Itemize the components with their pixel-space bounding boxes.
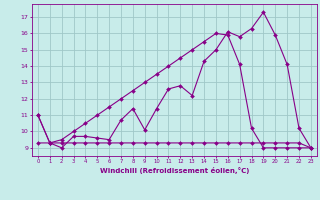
X-axis label: Windchill (Refroidissement éolien,°C): Windchill (Refroidissement éolien,°C) bbox=[100, 167, 249, 174]
